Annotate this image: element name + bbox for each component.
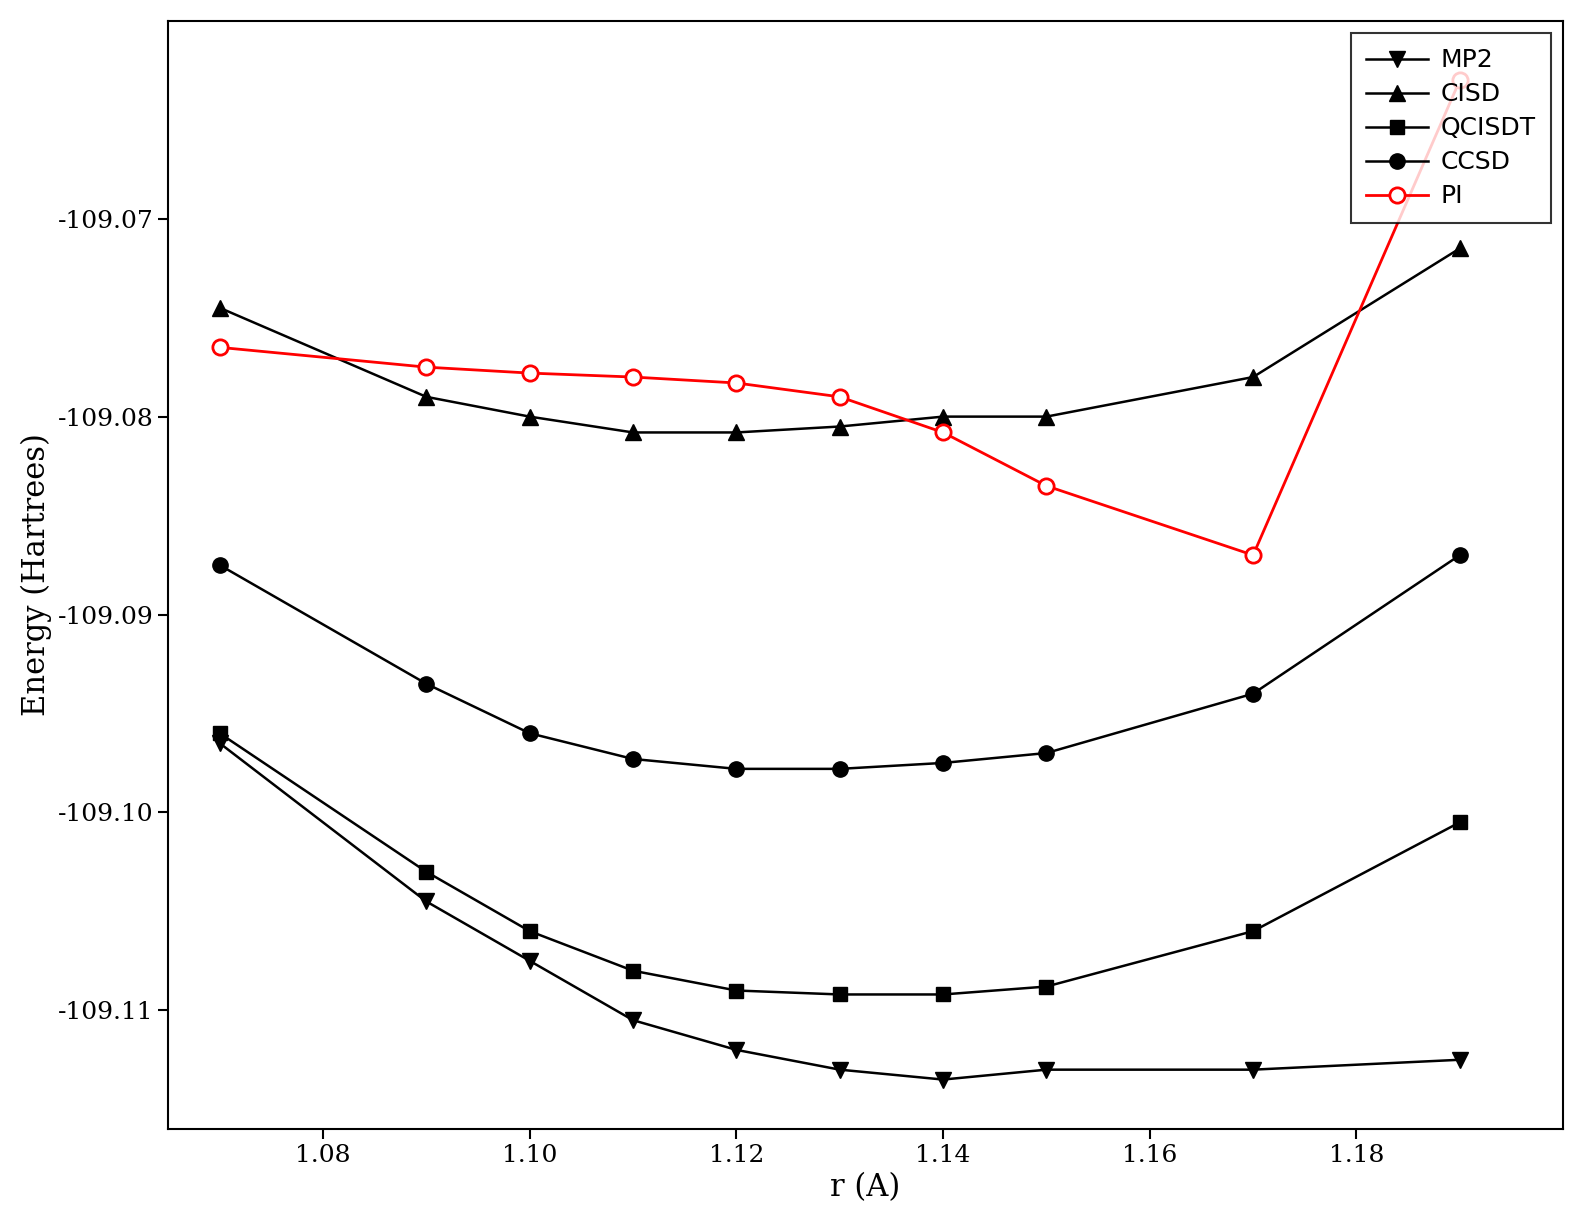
Y-axis label: Energy (Hartrees): Energy (Hartrees) [21, 433, 52, 716]
CISD [417, 389, 436, 404]
QCISDT [933, 987, 952, 1001]
X-axis label: r (A): r (A) [830, 1173, 901, 1203]
PI [830, 389, 849, 404]
CCSD [211, 558, 230, 573]
CISD [1038, 409, 1057, 424]
CCSD [933, 755, 952, 770]
QCISDT [1243, 924, 1262, 939]
Line: PI: PI [212, 72, 1467, 563]
Line: CISD: CISD [212, 241, 1467, 441]
CCSD [1243, 687, 1262, 701]
PI [211, 340, 230, 355]
CISD [727, 425, 746, 439]
MP2 [727, 1043, 746, 1058]
MP2 [624, 1012, 643, 1027]
CISD [1451, 241, 1470, 256]
CCSD [1451, 548, 1470, 563]
CCSD [624, 752, 643, 766]
PI [933, 425, 952, 439]
CCSD [830, 761, 849, 776]
PI [1243, 548, 1262, 563]
CISD [1243, 370, 1262, 384]
MP2 [1038, 1062, 1057, 1077]
CCSD [417, 677, 436, 692]
Legend: MP2, CISD, QCISDT, CCSD, PI: MP2, CISD, QCISDT, CCSD, PI [1351, 33, 1551, 223]
PI [1038, 479, 1057, 493]
Line: QCISDT: QCISDT [212, 726, 1467, 1001]
Line: CCSD: CCSD [212, 547, 1467, 776]
QCISDT [417, 864, 436, 879]
QCISDT [1451, 815, 1470, 830]
MP2 [933, 1072, 952, 1087]
QCISDT [520, 924, 539, 939]
CISD [211, 300, 230, 315]
MP2 [417, 894, 436, 908]
PI [624, 370, 643, 384]
Line: MP2: MP2 [212, 736, 1467, 1087]
CISD [933, 409, 952, 424]
QCISDT [211, 726, 230, 741]
CISD [520, 409, 539, 424]
QCISDT [727, 983, 746, 998]
CCSD [520, 726, 539, 741]
QCISDT [624, 963, 643, 978]
QCISDT [830, 987, 849, 1001]
MP2 [830, 1062, 849, 1077]
QCISDT [1038, 979, 1057, 994]
MP2 [1451, 1053, 1470, 1067]
CCSD [727, 761, 746, 776]
CCSD [1038, 745, 1057, 760]
PI [727, 376, 746, 390]
MP2 [520, 953, 539, 968]
PI [417, 360, 436, 375]
MP2 [211, 736, 230, 750]
PI [520, 366, 539, 381]
MP2 [1243, 1062, 1262, 1077]
PI [1451, 73, 1470, 88]
CISD [830, 419, 849, 433]
CISD [624, 425, 643, 439]
